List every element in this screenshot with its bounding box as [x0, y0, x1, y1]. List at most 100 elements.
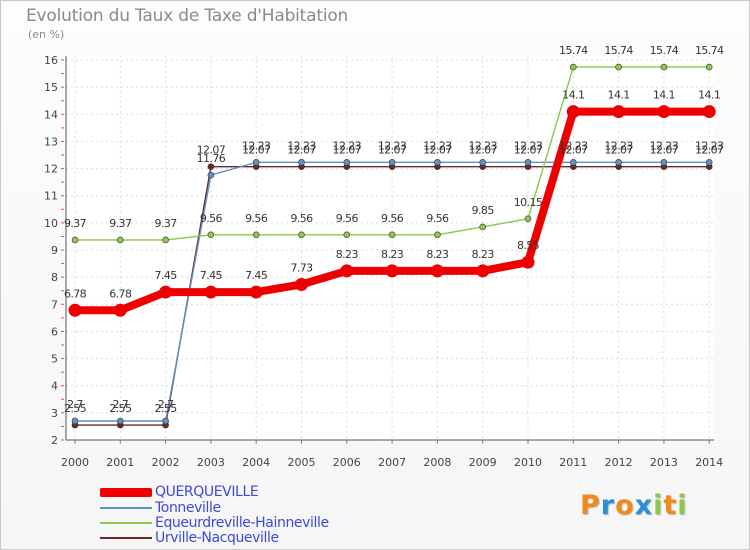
data-point-equeurdreville-hainneville: [207, 231, 215, 239]
data-point-equeurdreville-hainneville: [117, 236, 124, 244]
data-label-querqueville: 8.23: [426, 248, 449, 261]
data-label-urville-nacqueville: 2.55: [109, 402, 132, 415]
data-label-querqueville: 6.78: [64, 287, 87, 300]
legend-label-querqueville: QUERQUEVILLE: [155, 484, 259, 500]
data-point-tonneville: [615, 159, 622, 166]
data-label-equeurdreville-hainneville: 15.74: [650, 44, 679, 57]
data-point-querqueville: [612, 105, 626, 119]
data-label-urville-nacqueville: 12.07: [287, 144, 316, 157]
data-point-tonneville: [434, 159, 441, 166]
x-tick-label: 2007: [378, 456, 406, 469]
data-label-urville-nacqueville: 12.07: [650, 144, 679, 157]
data-label-tonneville: 12.23: [423, 139, 452, 152]
x-tick-label: 2000: [61, 456, 89, 469]
data-label-urville-nacqueville: 12.07: [378, 144, 407, 157]
data-label-urville-nacqueville: 12.07: [197, 144, 226, 157]
data-point-querqueville: [204, 285, 218, 299]
y-tick-label: 10: [44, 217, 58, 230]
data-label-tonneville: 2.7: [112, 398, 128, 411]
y-tick-label: 7: [51, 298, 58, 311]
data-label-equeurdreville-hainneville: 9.56: [381, 212, 404, 225]
data-label-urville-nacqueville: 12.07: [333, 144, 362, 157]
data-label-equeurdreville-hainneville: 9.56: [200, 212, 223, 225]
legend-item-querqueville: QUERQUEVILLE: [100, 484, 420, 500]
x-tick-label: 2006: [333, 456, 361, 469]
chart-title: Evolution du Taux de Taxe d'Habitation: [26, 6, 349, 26]
logo-letter: o: [615, 490, 635, 521]
logo-letter: i: [677, 490, 688, 521]
x-tick-label: 2009: [469, 456, 497, 469]
data-point-querqueville: [521, 255, 535, 269]
data-label-urville-nacqueville: 12.07: [423, 144, 452, 157]
legend-item-tonneville: Tonneville: [100, 500, 420, 516]
data-point-tonneville: [252, 159, 260, 166]
y-tick-label: 11: [44, 190, 58, 203]
data-point-equeurdreville-hainneville: [298, 231, 305, 239]
legend-swatch-tonneville: [100, 507, 152, 509]
data-point-querqueville: [113, 303, 127, 317]
data-label-equeurdreville-hainneville: 9.85: [472, 204, 495, 217]
legend-label-tonneville: Tonneville: [155, 500, 221, 516]
data-label-tonneville: 12.23: [650, 139, 679, 152]
y-tick-label: 14: [44, 108, 58, 121]
data-label-urville-nacqueville: 12.07: [514, 144, 543, 157]
data-point-tonneville: [705, 159, 713, 166]
data-point-equeurdreville-hainneville: [343, 231, 351, 239]
data-label-urville-nacqueville: 12.07: [695, 144, 724, 157]
x-tick-label: 2014: [695, 456, 723, 469]
data-label-querqueville: 14.1: [608, 89, 630, 102]
data-label-querqueville: 7.45: [155, 269, 178, 282]
data-point-tonneville: [207, 171, 215, 179]
logo-letter: i: [653, 490, 664, 521]
y-tick-label: 6: [51, 325, 58, 338]
data-point-urville-nacqueville: [207, 163, 215, 170]
data-label-querqueville: 6.78: [109, 287, 132, 300]
data-label-equeurdreville-hainneville: 15.74: [559, 44, 588, 57]
data-point-querqueville: [385, 264, 399, 278]
x-tick-label: 2013: [650, 456, 678, 469]
data-point-tonneville: [71, 417, 79, 425]
data-point-equeurdreville-hainneville: [388, 231, 396, 239]
x-tick-label: 2005: [288, 456, 316, 469]
data-label-equeurdreville-hainneville: 15.74: [604, 44, 633, 57]
y-tick-label: 2: [51, 434, 58, 447]
data-label-urville-nacqueville: 12.07: [559, 144, 588, 157]
data-label-tonneville: 12.23: [378, 139, 407, 152]
data-label-querqueville: 8.55: [517, 239, 540, 252]
data-point-equeurdreville-hainneville: [615, 63, 622, 71]
data-point-equeurdreville-hainneville: [569, 63, 577, 71]
data-point-querqueville: [476, 264, 490, 278]
data-label-equeurdreville-hainneville: 9.37: [155, 217, 178, 230]
data-point-querqueville: [430, 264, 444, 278]
data-point-tonneville: [660, 159, 668, 166]
data-point-tonneville: [388, 159, 396, 166]
proxiti-logo: Proxiti: [580, 490, 688, 521]
data-label-equeurdreville-hainneville: 9.56: [245, 212, 268, 225]
data-label-querqueville: 7.73: [290, 261, 313, 274]
data-label-equeurdreville-hainneville: 9.56: [336, 212, 359, 225]
data-label-querqueville: 7.45: [200, 269, 223, 282]
data-label-tonneville: 12.23: [514, 139, 543, 152]
data-point-tonneville: [343, 159, 351, 166]
data-point-querqueville: [702, 105, 716, 119]
data-label-equeurdreville-hainneville: 10.15: [514, 196, 543, 209]
data-label-tonneville: 12.23: [287, 139, 316, 152]
data-label-tonneville: 12.23: [333, 139, 362, 152]
data-point-tonneville: [569, 159, 577, 166]
data-point-tonneville: [298, 159, 305, 166]
logo-letter: r: [600, 490, 616, 521]
y-tick-label: 15: [44, 81, 58, 94]
y-axis-unit: (en %): [28, 28, 65, 41]
data-point-equeurdreville-hainneville: [71, 236, 79, 244]
data-point-tonneville: [479, 159, 487, 166]
data-point-equeurdreville-hainneville: [524, 215, 532, 223]
y-tick-label: 16: [44, 54, 58, 67]
data-point-equeurdreville-hainneville: [162, 236, 169, 244]
logo-letter: x: [634, 490, 654, 521]
data-point-tonneville: [524, 159, 532, 166]
data-label-querqueville: 7.45: [245, 269, 268, 282]
legend-swatch-urville-nacqueville: [100, 537, 152, 539]
data-point-querqueville: [340, 264, 354, 278]
y-tick-label: 3: [51, 407, 58, 420]
data-label-urville-nacqueville: 12.07: [468, 144, 497, 157]
